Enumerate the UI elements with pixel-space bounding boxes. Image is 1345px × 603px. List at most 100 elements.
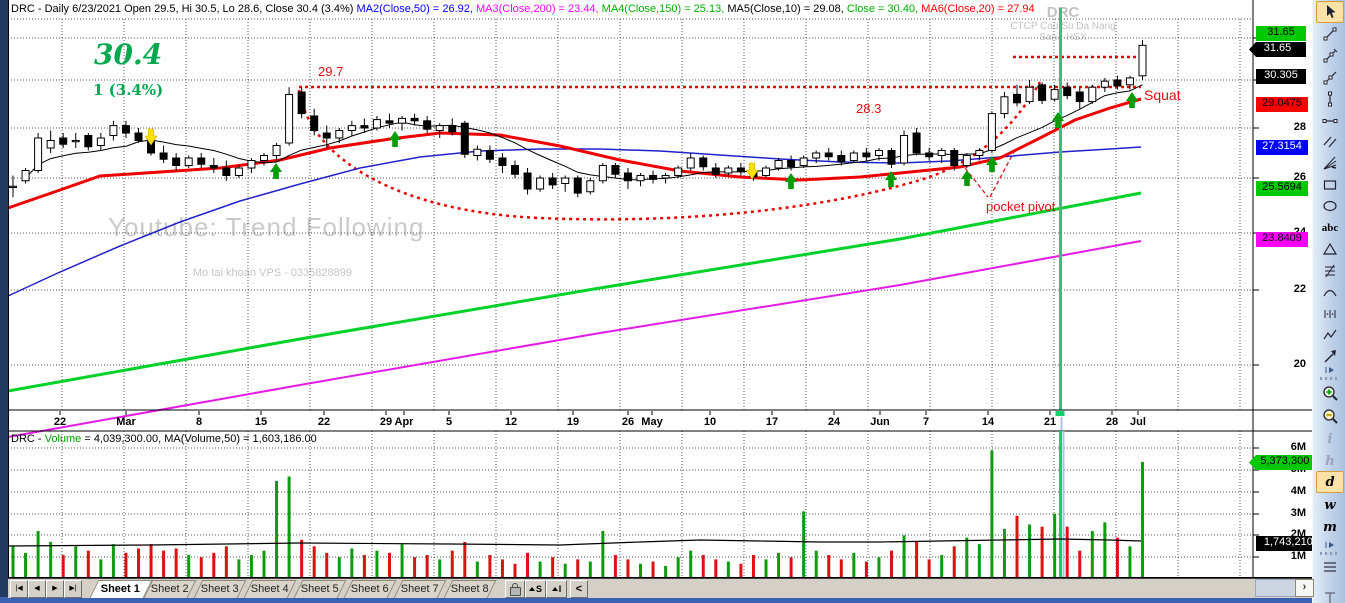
zoom-in-icon[interactable] (1316, 382, 1344, 404)
sheet-tab-sheet-3[interactable]: Sheet 3 (193, 580, 247, 598)
triangle-tool-icon[interactable] (1316, 238, 1344, 260)
axis-tick-label: 1M (1290, 550, 1306, 562)
lock-icon (509, 582, 521, 596)
chart-canvas[interactable]: 22 Mar 8 15 22 29 Apr 5 12 19 26 May 10 17 24 Jun 7 14 21 2… (0, 0, 1312, 578)
buy-signal-arrow-icon (961, 170, 973, 186)
title-segment: MA6(Close,20) = 27.94 (921, 3, 1035, 15)
date-tick-label: 5 (446, 416, 452, 428)
arc-tool-icon[interactable] (1316, 281, 1344, 303)
axis-tick-label: 26 (1293, 171, 1306, 183)
scale-button[interactable]: S (525, 580, 546, 598)
sheet-tab-sheet-8[interactable]: Sheet 8 (443, 580, 497, 598)
symbol-watermark-ticker: DRC (1046, 4, 1080, 21)
horizontal-scrollbar-thumb[interactable] (1255, 579, 1297, 597)
candlestick (1038, 84, 1047, 101)
ray-tool-icon[interactable] (1316, 67, 1344, 89)
trendline-extend-tool-icon[interactable] (1316, 45, 1344, 67)
text-tool-icon[interactable]: abc (1316, 217, 1344, 239)
candlestick (84, 135, 93, 148)
date-tick-label: 24 (828, 416, 841, 428)
candlestick (736, 167, 745, 173)
toolbar-expand-top-icon[interactable] (1316, 363, 1344, 376)
candlestick (937, 150, 946, 156)
interval-intraday-button[interactable]: i (1316, 428, 1344, 450)
candlestick (925, 152, 934, 158)
candlestick (159, 152, 168, 160)
candlestick (611, 165, 620, 175)
arrow-tool-icon[interactable] (1316, 346, 1344, 368)
indicator-button[interactable]: I (546, 580, 567, 598)
date-tick-label: 10 (704, 416, 716, 428)
toolbar-expand-bottom-icon[interactable] (1316, 538, 1344, 551)
horizontal-segment-tool-icon[interactable] (1316, 110, 1344, 132)
zigzag-tool-icon[interactable] (1316, 324, 1344, 346)
axis-value-label: 29.0475 (1256, 97, 1309, 112)
interval-intraday-label: i (1327, 431, 1333, 447)
text-tool-label: abc (1321, 222, 1339, 234)
candlestick (573, 177, 582, 194)
sheet-tab-sheet-6[interactable]: Sheet 6 (343, 580, 397, 598)
caution-signal-arrow-icon (144, 128, 158, 146)
scroll-right-button[interactable]: › (1295, 579, 1314, 597)
title-segment: Close = 30.40, (846, 3, 922, 15)
candlestick (762, 167, 770, 176)
cycle-lines-tool-icon[interactable] (1316, 303, 1344, 325)
candlestick (598, 165, 607, 182)
ellipse-tool-icon[interactable] (1316, 195, 1344, 217)
fib-fan-tool-icon[interactable] (1316, 152, 1344, 174)
tab-scroll-left-button[interactable]: < (570, 580, 588, 598)
candlestick (9, 185, 17, 188)
volume-pane-plot[interactable] (8, 431, 1253, 578)
sheet-tab-bar: |◀ ◀ ▶ ▶| Sheet 1 Sheet 2 Sheet 3 Sheet 4 Sh… (8, 578, 1312, 598)
up-arrow-icon (528, 587, 535, 591)
candlestick (1050, 89, 1059, 100)
axis-value-label: 31.65 (1249, 42, 1306, 57)
candlestick (1113, 79, 1122, 87)
candlestick (799, 157, 808, 166)
watermark-contact: Mo tai khoan VPS - 0335828899 (193, 267, 353, 279)
drawn-levels (297, 55, 1141, 221)
candlestick (724, 167, 733, 174)
price-pane-plot[interactable] (8, 20, 1253, 410)
candlestick (322, 132, 331, 139)
buy-signal-arrow-icon (785, 173, 797, 189)
sheet-tab-sheet-4[interactable]: Sheet 4 (243, 580, 297, 598)
first-sheet-button[interactable]: |◀ (10, 580, 28, 598)
sheet-tab-label: Sheet 5 (300, 583, 339, 595)
lock-button[interactable] (505, 580, 525, 598)
fib-retracement-tool-icon[interactable] (1316, 260, 1344, 282)
rectangle-tool-icon[interactable] (1316, 174, 1344, 196)
parallel-lines-tool-icon[interactable] (1316, 131, 1344, 153)
vertical-line-tool-icon[interactable] (1316, 88, 1344, 110)
sheet-tab-sheet-1[interactable]: Sheet 1 (89, 580, 153, 598)
pointer-tool-icon[interactable] (1316, 1, 1344, 23)
candlestick (1100, 80, 1109, 88)
date-tick-label: 8 (196, 416, 202, 428)
prev-sheet-button[interactable]: ◀ (28, 580, 46, 598)
last-sheet-button[interactable]: ▶| (64, 580, 82, 598)
candlestick (134, 132, 143, 141)
interval-hourly-button[interactable]: h (1316, 450, 1344, 472)
clipped-tool-icon[interactable] (1316, 584, 1344, 603)
zoom-out-icon[interactable] (1316, 405, 1344, 427)
interval-monthly-button[interactable]: m (1316, 516, 1344, 538)
scale-button-label: S (535, 584, 542, 594)
candlestick (234, 167, 243, 176)
up-arrow-icon (551, 587, 558, 591)
candlestick (824, 152, 833, 158)
next-sheet-button[interactable]: ▶ (46, 580, 64, 598)
resistance-level-label: 29.7 (318, 64, 344, 79)
candlestick (46, 140, 55, 149)
interval-monthly-label: m (1323, 519, 1337, 535)
signal-arrows (144, 92, 1138, 189)
trendline-tool-icon[interactable] (1316, 23, 1344, 45)
sheet-tab-sheet-2[interactable]: Sheet 2 (143, 580, 197, 598)
layers-icon[interactable] (1316, 556, 1344, 578)
candlestick (222, 167, 231, 176)
interval-daily-button[interactable]: d (1316, 471, 1344, 493)
candlestick (649, 175, 658, 180)
sheet-tab-sheet-7[interactable]: Sheet 7 (393, 580, 447, 598)
candlestick (272, 145, 281, 156)
sheet-tab-sheet-5[interactable]: Sheet 5 (293, 580, 347, 598)
interval-weekly-button[interactable]: w (1316, 494, 1344, 516)
